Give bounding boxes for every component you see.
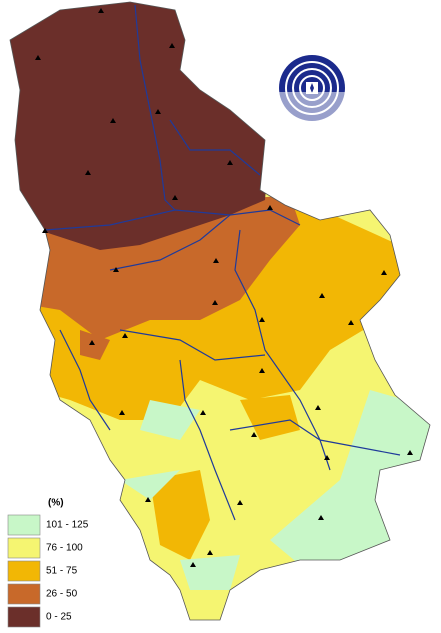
legend-swatch	[7, 606, 41, 628]
rivers	[44, 4, 401, 521]
legend-swatch	[7, 560, 41, 582]
river	[119, 329, 266, 361]
river	[179, 359, 236, 521]
legend-label: 0 - 25	[46, 612, 72, 623]
river	[109, 214, 231, 271]
legend-label: 76 - 100	[46, 543, 83, 554]
river	[59, 329, 111, 431]
river	[134, 4, 176, 211]
river	[169, 119, 261, 176]
zone-101-125	[120, 390, 430, 590]
legend-swatch	[7, 583, 41, 605]
logo	[276, 55, 348, 122]
legend-swatch	[7, 537, 41, 559]
logo-fade	[276, 92, 348, 122]
legend-label: 101 - 125	[46, 520, 89, 531]
logo-star	[310, 83, 314, 93]
zone-0-25	[10, 2, 430, 250]
river	[44, 209, 301, 231]
country-border	[9, 1, 431, 621]
legend-title: (%)	[48, 498, 64, 509]
legend-label: 51 - 75	[46, 566, 78, 577]
legend-swatch	[7, 514, 41, 536]
legend-label: 26 - 50	[46, 589, 78, 600]
legend: (%) 101 - 125 76 - 100 51 - 75 26 - 50 0 - 2…	[7, 498, 89, 628]
river	[229, 419, 401, 456]
